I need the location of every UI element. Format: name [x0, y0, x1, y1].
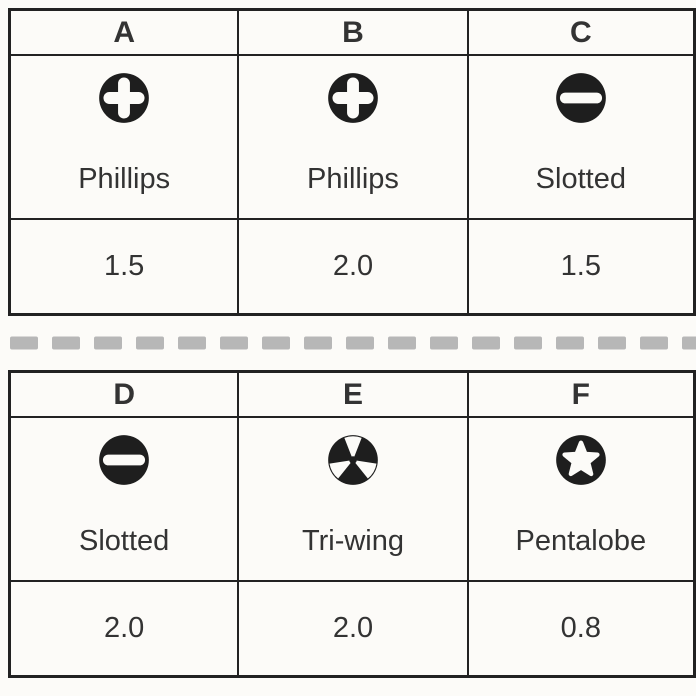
card-size: 2.0 [237, 582, 466, 678]
screwdriver-bit-chart: A Phillips 1.5 B Phillips 2.0 C Slotted … [0, 0, 696, 696]
group-divider [8, 316, 696, 370]
bit-group-top: A Phillips 1.5 B Phillips 2.0 C Slotted … [8, 8, 696, 316]
card-letter: C [467, 8, 696, 56]
bit-card: B Phillips 2.0 [237, 8, 466, 316]
card-size: 2.0 [237, 220, 466, 316]
card-size: 1.5 [8, 220, 237, 316]
card-letter: E [237, 370, 466, 418]
bit-card: E Tri-wing 2.0 [237, 370, 466, 678]
bit-card: C Slotted 1.5 [467, 8, 696, 316]
card-size: 1.5 [467, 220, 696, 316]
bit-card: A Phillips 1.5 [8, 8, 237, 316]
card-type-name: Slotted [8, 502, 237, 582]
slotted-icon [8, 418, 237, 502]
bit-group-bottom: D Slotted 2.0 E Tri-wing 2.0 F Pentalobe… [8, 370, 696, 678]
card-letter: F [467, 370, 696, 418]
card-type-name: Tri-wing [237, 502, 466, 582]
slotted-icon [467, 56, 696, 140]
phillips-icon [237, 56, 466, 140]
card-type-name: Phillips [8, 140, 237, 220]
phillips-icon [8, 56, 237, 140]
card-letter: D [8, 370, 237, 418]
card-size: 2.0 [8, 582, 237, 678]
card-size: 0.8 [467, 582, 696, 678]
card-type-name: Phillips [237, 140, 466, 220]
card-type-name: Pentalobe [467, 502, 696, 582]
card-letter: A [8, 8, 237, 56]
bit-card: F Pentalobe 0.8 [467, 370, 696, 678]
tri-wing-icon [237, 418, 466, 502]
card-letter: B [237, 8, 466, 56]
pentalobe-icon [467, 418, 696, 502]
card-type-name: Slotted [467, 140, 696, 220]
bit-card: D Slotted 2.0 [8, 370, 237, 678]
